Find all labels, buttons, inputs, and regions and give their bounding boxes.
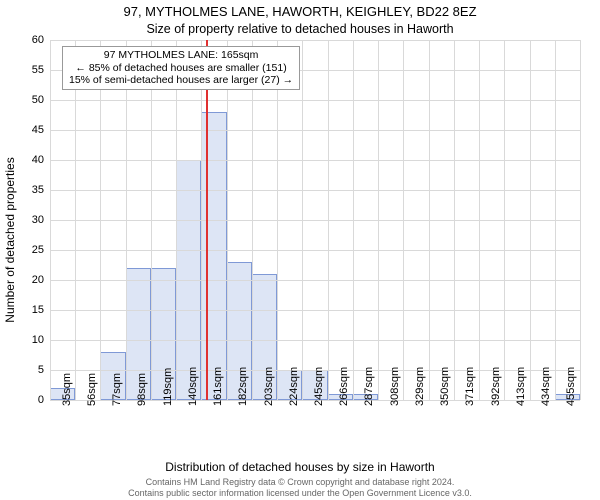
x-tick-label: 287sqm [363,367,375,406]
y-tick-label: 5 [14,364,44,376]
grid-line-v [201,40,202,400]
x-tick-label: 140sqm [187,367,199,406]
x-tick-label: 266sqm [338,367,350,406]
grid-line-h [50,190,580,191]
x-tick-label: 392sqm [490,367,502,406]
license-line-1: Contains HM Land Registry data © Crown c… [0,477,600,487]
grid-line-h [50,250,580,251]
grid-line-v [176,40,177,400]
y-tick-label: 40 [14,154,44,166]
y-tick-label: 25 [14,244,44,256]
license-text: Contains HM Land Registry data © Crown c… [0,477,600,498]
grid-line-h [50,160,580,161]
grid-line-v [403,40,404,400]
y-tick-label: 35 [14,184,44,196]
grid-line-v [151,40,152,400]
x-tick-label: 413sqm [515,367,527,406]
x-tick-label: 434sqm [540,367,552,406]
grid-line-v [252,40,253,400]
grid-line-v [75,40,76,400]
grid-line-v [479,40,480,400]
x-tick-label: 455sqm [565,367,577,406]
grid-line-v [50,40,51,400]
grid-line-v [100,40,101,400]
grid-line-v [328,40,329,400]
x-axis-label: Distribution of detached houses by size … [0,460,600,474]
grid-line-v [227,40,228,400]
grid-line-v [580,40,581,400]
x-tick-label: 245sqm [313,367,325,406]
annotation-line-2: ← 85% of detached houses are smaller (15… [69,62,293,75]
x-tick-label: 35sqm [61,373,73,406]
grid-line-h [50,280,580,281]
annotation-box: 97 MYTHOLMES LANE: 165sqm← 85% of detach… [62,46,300,90]
y-axis-label: Number of detached properties [3,157,17,322]
grid-line-v [555,40,556,400]
chart-figure: 97, MYTHOLMES LANE, HAWORTH, KEIGHLEY, B… [0,0,600,500]
annotation-line-1: 97 MYTHOLMES LANE: 165sqm [69,49,293,62]
grid-line-h [50,130,580,131]
grid-line-v [454,40,455,400]
x-tick-label: 77sqm [111,373,123,406]
grid-line-v [126,40,127,400]
y-tick-label: 55 [14,64,44,76]
x-tick-label: 119sqm [162,368,174,406]
x-tick-label: 371sqm [464,367,476,406]
grid-line-h [50,220,580,221]
grid-line-h [50,310,580,311]
reference-line [206,40,208,400]
title: 97, MYTHOLMES LANE, HAWORTH, KEIGHLEY, B… [0,4,600,19]
y-tick-label: 15 [14,304,44,316]
y-tick-label: 50 [14,94,44,106]
x-tick-label: 329sqm [414,367,426,406]
grid-line-v [429,40,430,400]
y-tick-label: 10 [14,334,44,346]
x-tick-label: 350sqm [439,367,451,406]
x-tick-label: 182sqm [237,367,249,406]
x-tick-label: 56sqm [86,373,98,406]
plot-area: 05101520253035404550556035sqm56sqm77sqm9… [50,40,580,400]
x-tick-label: 161sqm [212,367,224,406]
license-line-2: Contains public sector information licen… [0,488,600,498]
annotation-line-3: 15% of semi-detached houses are larger (… [69,74,293,87]
grid-line-v [378,40,379,400]
x-tick-label: 308sqm [389,367,401,406]
grid-line-v [504,40,505,400]
grid-line-v [353,40,354,400]
x-tick-label: 224sqm [288,367,300,406]
grid-line-v [302,40,303,400]
grid-line-h [50,340,580,341]
histogram-bar [201,112,226,400]
grid-line-h [50,100,580,101]
grid-line-h [50,40,580,41]
y-tick-label: 0 [14,394,44,406]
x-tick-label: 98sqm [136,373,148,406]
y-tick-label: 45 [14,124,44,136]
subtitle: Size of property relative to detached ho… [0,22,600,36]
y-tick-label: 20 [14,274,44,286]
grid-line-v [277,40,278,400]
y-tick-label: 30 [14,214,44,226]
x-tick-label: 203sqm [263,367,275,406]
grid-line-v [530,40,531,400]
y-tick-label: 60 [14,34,44,46]
